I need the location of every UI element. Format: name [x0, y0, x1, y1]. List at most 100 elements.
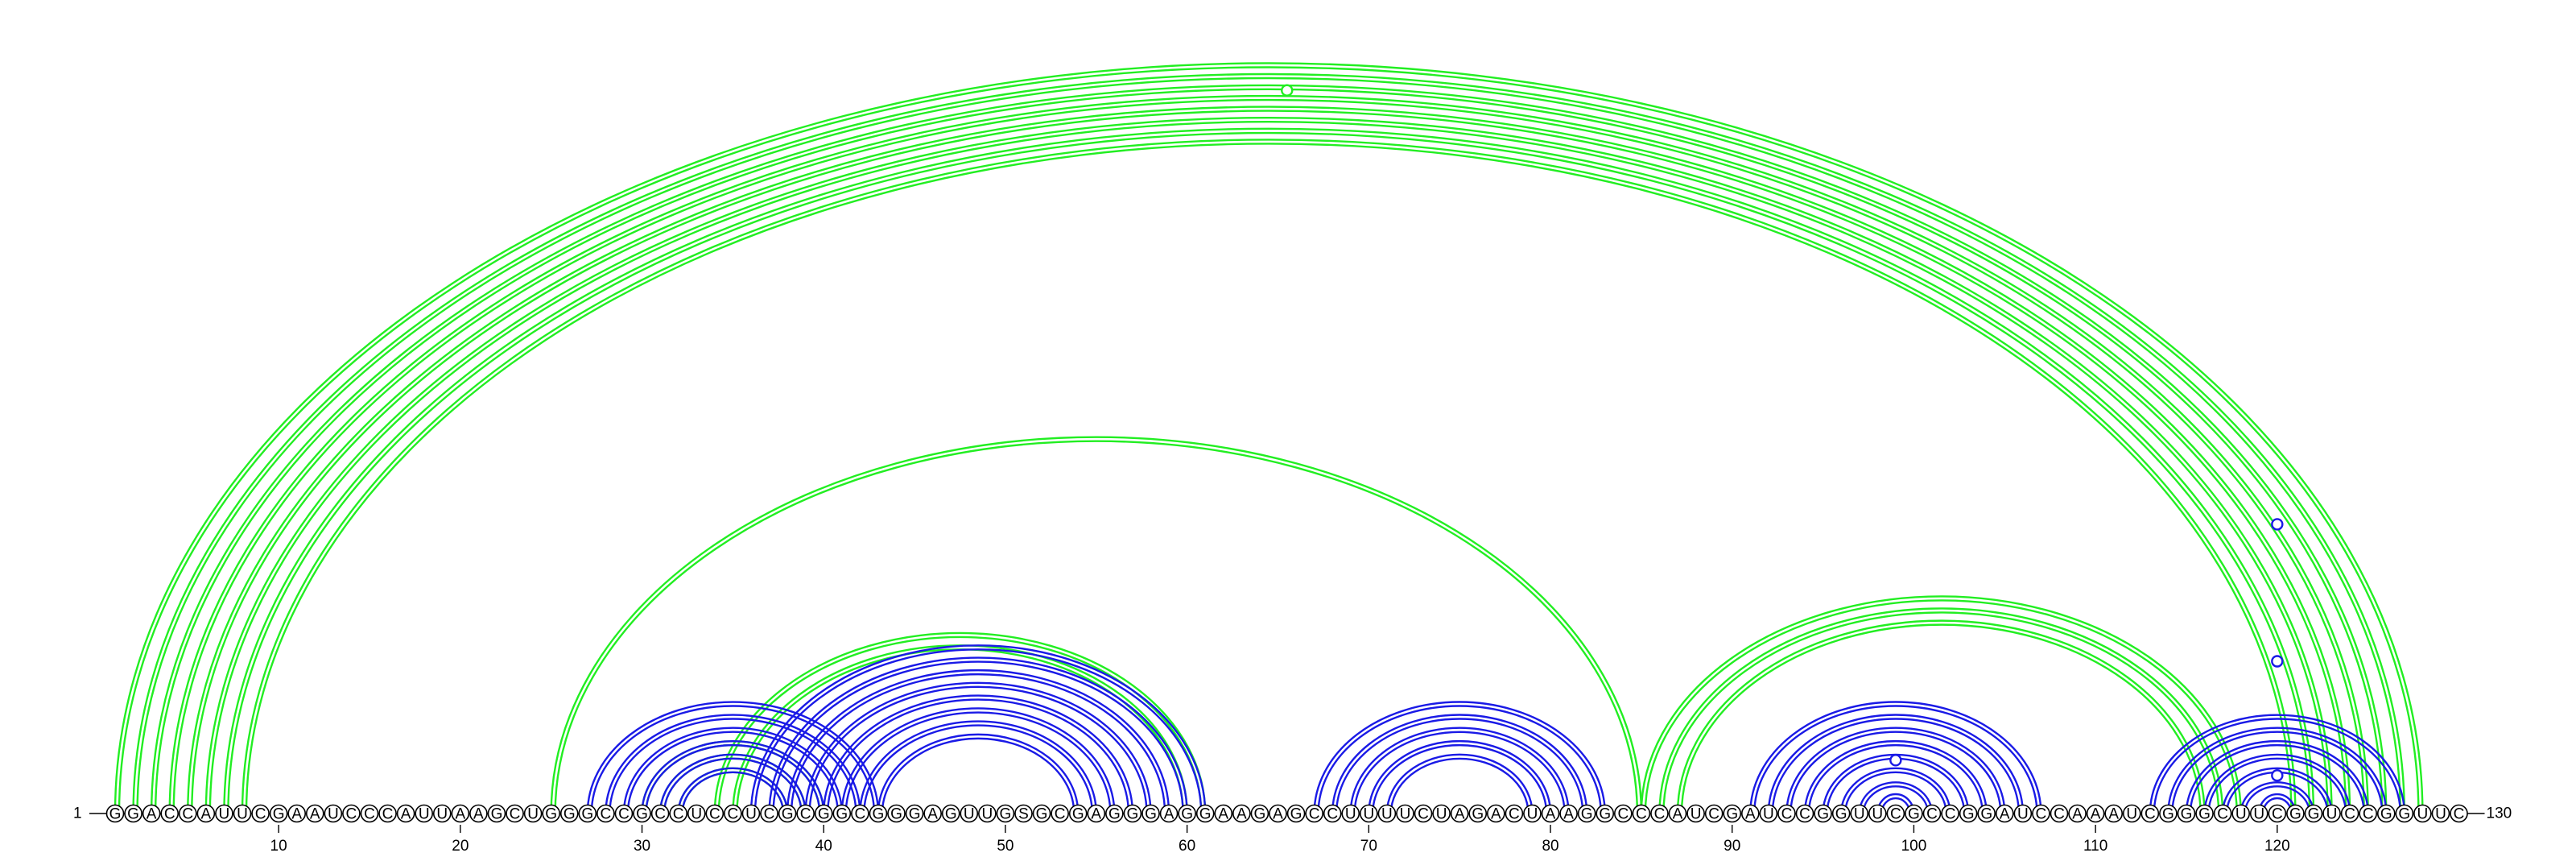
- base-pair-arc: [1749, 701, 2042, 814]
- nucleotide-circle: [2013, 804, 2033, 823]
- nucleotide: G: [1068, 804, 1088, 823]
- nucleotide-letter: C: [673, 806, 684, 823]
- nucleotide-circle: [1195, 804, 1215, 823]
- nucleotide-letter: A: [1218, 806, 1228, 823]
- base-pair-arc: [768, 656, 1188, 814]
- base-pair-arc: [134, 74, 2405, 814]
- nucleotide-letter: G: [636, 806, 648, 823]
- nucleotide-circle: [1814, 804, 1832, 823]
- nucleotide-circle: [1704, 804, 1724, 823]
- base-pair-arc: [2185, 739, 2369, 814]
- base-pair-arc: [641, 739, 825, 814]
- nucleotide-letter: A: [1491, 806, 1501, 823]
- nucleotide: C: [650, 804, 670, 823]
- nucleotide-circle: [1886, 804, 1905, 823]
- nucleotide-circle: [2413, 804, 2432, 823]
- nucleotide: C: [1632, 804, 1651, 823]
- nucleotide: G: [996, 804, 1015, 823]
- nucleotide-circle: [650, 804, 670, 823]
- nucleotide: G: [1723, 804, 1742, 823]
- nucleotide-circle: [1286, 804, 1306, 823]
- nucleotide-circle: [1795, 804, 1814, 823]
- nucleotide: G: [633, 804, 651, 823]
- nucleotide-letter: G: [2181, 806, 2193, 823]
- nucleotide-circle: [578, 804, 597, 823]
- nucleotide-letter: C: [1309, 806, 1320, 823]
- nucleotide-letter: C: [618, 806, 630, 823]
- nucleotide: G: [1250, 804, 1269, 823]
- nucleotide-letter: A: [1091, 806, 1101, 823]
- nucleotide-letter: C: [1708, 806, 1719, 823]
- base-pair-arc: [1771, 718, 2021, 814]
- base-pair-arc: [1807, 743, 1984, 814]
- base-pair-arc: [863, 724, 1093, 814]
- nucleotide: G: [832, 804, 852, 823]
- position-tick-label: 100: [1901, 838, 1927, 855]
- nucleotide-letter: C: [728, 806, 739, 823]
- nucleotide: A: [196, 804, 216, 823]
- nucleotide-circle: [2376, 804, 2396, 823]
- nucleotide-circle: [324, 804, 343, 823]
- base-pair-arc: [1640, 595, 2242, 814]
- nucleotide-letter: G: [2162, 806, 2174, 823]
- nucleotide-circle: [1214, 804, 1233, 823]
- nucleotide-circle: [1831, 804, 1851, 823]
- sequence-end-label: 130: [2487, 805, 2512, 822]
- base-pair-arc: [605, 714, 861, 814]
- nucleotide-circle: [1087, 804, 1106, 823]
- nucleotide: C: [851, 804, 869, 823]
- nucleotide-circle: [360, 804, 379, 823]
- nucleotide-circle: [269, 804, 288, 823]
- position-tick-label: 10: [270, 838, 287, 855]
- nucleotide-circle: [2450, 804, 2468, 823]
- nucleotide-circle: [2177, 804, 2196, 823]
- nucleotide-letter: G: [1072, 806, 1084, 823]
- nucleotide-letter: C: [510, 806, 521, 823]
- nucleotide-circle: [2195, 804, 2214, 823]
- nucleotide: G: [1577, 804, 1596, 823]
- nucleotide-circle: [1105, 804, 1124, 823]
- nucleotide-circle: [778, 804, 797, 823]
- nucleotide-letter: G: [2308, 806, 2320, 823]
- nucleotide: A: [1450, 804, 1469, 823]
- nucleotide-letter: C: [346, 806, 357, 823]
- base-pair-arc: [808, 685, 1148, 814]
- base-pair-arc: [114, 62, 2424, 814]
- nucleotide-letter: A: [1745, 806, 1756, 823]
- position-axis: 10 20 30 40 50 60 70 80 90 100 110 120: [270, 825, 2290, 855]
- nucleotide-circle: [1123, 804, 1142, 823]
- nucleotide: A: [469, 804, 488, 823]
- nucleotide: A: [396, 804, 415, 823]
- nucleotide: C: [1886, 804, 1905, 823]
- nucleotide-letter: U: [1400, 806, 1411, 823]
- nucleotide-letter: U: [527, 806, 539, 823]
- nucleotide-circle: [669, 804, 687, 823]
- nucleotide: U: [2122, 804, 2141, 823]
- nucleotide: G: [105, 804, 125, 823]
- position-tick-label: 20: [452, 838, 469, 855]
- base-pair-arc: [118, 66, 2420, 814]
- position-tick-label: 90: [1724, 838, 1740, 855]
- nucleotide-letter: C: [1890, 806, 1901, 823]
- base-pair-arc: [658, 753, 807, 814]
- nucleotide: G: [559, 804, 579, 823]
- nucleotide: G: [814, 804, 833, 823]
- nucleotide: U: [1523, 804, 1542, 823]
- base-pair-arc: [2203, 753, 2351, 814]
- nucleotide-circle: [1323, 804, 1342, 823]
- position-tick-label: 60: [1179, 838, 1195, 855]
- nucleotide: G: [2159, 804, 2178, 823]
- nucleotide: C: [614, 804, 634, 823]
- nucleotide: A: [1541, 804, 1560, 823]
- nucleotide-circle: [978, 804, 997, 823]
- nucleotide: G: [2304, 804, 2323, 823]
- nucleotide-letter: C: [1418, 806, 1429, 823]
- base-pair-arc: [586, 701, 880, 814]
- nucleotide-letter: G: [818, 806, 830, 823]
- base-pair-arc: [717, 636, 1203, 814]
- nucleotide: U: [2231, 804, 2250, 823]
- base-pair-arc: [1662, 611, 2220, 814]
- nucleotide-circle: [1977, 804, 1996, 823]
- nucleotide-letter: C: [764, 806, 775, 823]
- nucleotide: G: [1977, 804, 1996, 823]
